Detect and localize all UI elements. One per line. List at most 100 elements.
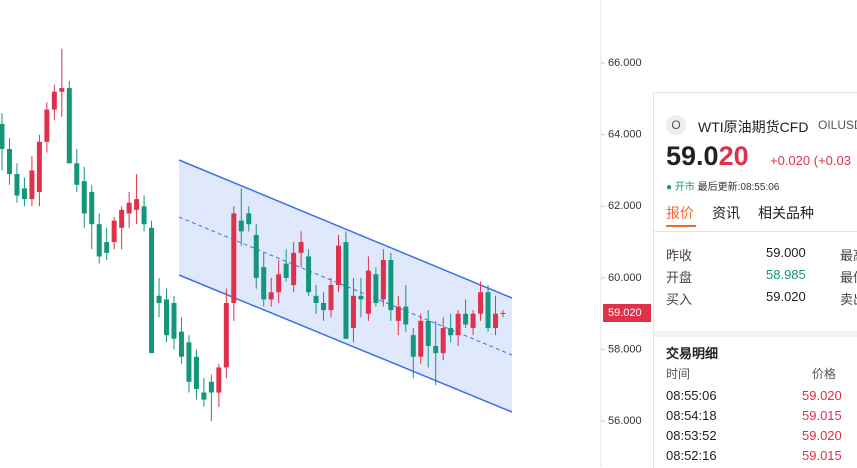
status-open: ● 开市 <box>666 182 695 193</box>
candle-body <box>358 295 364 300</box>
candle-body <box>193 356 199 389</box>
candle-body <box>66 88 72 164</box>
candle-body <box>208 381 214 393</box>
candle-body <box>96 224 102 257</box>
trades-header: 价格 <box>812 367 837 381</box>
candle-body <box>328 285 334 311</box>
candle-body <box>59 88 65 92</box>
trades-header: 时间 <box>666 367 691 381</box>
tab[interactable]: 相关品种 <box>758 205 814 221</box>
candle-body <box>493 313 499 329</box>
candle-body <box>433 345 439 354</box>
y-tick-label: 66.000 <box>608 57 642 69</box>
candle-body <box>418 320 424 357</box>
tab[interactable]: 资讯 <box>712 205 740 221</box>
candle-body <box>403 306 409 325</box>
candle-body <box>223 302 229 368</box>
trade-time: 08:53:52 <box>666 428 717 443</box>
trade-price: 59.020 <box>802 428 842 443</box>
candle-body <box>0 123 5 149</box>
candle-body <box>6 148 12 175</box>
quote-value: 59.020 <box>766 289 806 304</box>
y-tick-label: 56.000 <box>608 415 642 427</box>
candle-body <box>268 292 274 300</box>
candle-body <box>156 295 162 303</box>
price-highlight: 20 <box>718 141 749 171</box>
candle-body <box>283 263 289 278</box>
price-change: +0.020 (+0.03 <box>770 153 851 168</box>
candle-body <box>14 174 20 196</box>
symbol-code: OILUSD <box>818 118 857 132</box>
candle-body <box>141 206 147 225</box>
candle-body <box>36 141 42 192</box>
candle-body <box>395 306 401 321</box>
y-tick-label: 62.000 <box>608 200 642 212</box>
quote-panel: O WTI原油期货CFD OILUSD 59.020 +0.020 (+0.03… <box>653 92 857 468</box>
candle-body <box>440 328 446 354</box>
change-pct: (+0.03 <box>813 153 851 168</box>
status: ● 开市 最后更新:08:55:06 <box>666 178 779 193</box>
quote-label: 最低 <box>840 270 857 285</box>
trade-time: 08:55:06 <box>666 388 717 403</box>
candle-body <box>44 109 50 142</box>
y-tick-label: 60.000 <box>608 272 642 284</box>
candle-body <box>171 302 177 339</box>
candle-body <box>29 170 35 200</box>
y-tick-label: 64.000 <box>608 129 642 141</box>
candle-body <box>201 392 207 400</box>
candle-body <box>298 242 304 253</box>
quote-label: 最高 <box>840 248 857 263</box>
candle-body <box>388 260 394 311</box>
candle-body <box>51 91 57 110</box>
divider <box>654 231 857 232</box>
trades-title: 交易明细 <box>666 346 719 361</box>
chart: 56.000 58.000 60.000 62.000 64.000 66.000 59.0… <box>0 0 651 467</box>
channel-upper <box>178 159 513 299</box>
trade-price: 59.015 <box>802 448 842 463</box>
price: 59.020 <box>666 141 749 172</box>
tab-underline <box>666 225 696 227</box>
quote-label: 昨收 <box>666 248 693 263</box>
symbol-name: WTI原油期货CFD <box>698 119 809 135</box>
candle-body <box>89 191 95 225</box>
candle-body <box>238 220 244 232</box>
candle-body <box>500 313 506 315</box>
last-price-label: 59.020 <box>608 307 642 319</box>
candle-body <box>253 234 259 278</box>
candle-body <box>21 188 27 200</box>
candle-body <box>380 260 386 300</box>
candle-body <box>485 292 491 329</box>
candle-body <box>291 252 297 286</box>
candle-body <box>81 181 87 214</box>
candle-body <box>119 209 125 228</box>
y-tick-label: 58.000 <box>608 343 642 355</box>
candle-body <box>470 313 476 329</box>
trade-price: 59.015 <box>802 408 842 423</box>
candle-body <box>246 213 252 225</box>
candle-body <box>313 295 319 303</box>
symbol-icon: O <box>666 115 686 135</box>
change: +0.020 <box>770 153 811 168</box>
candle-body <box>365 270 371 314</box>
quote-value: 58.985 <box>766 267 806 282</box>
quote-value: 59.000 <box>766 245 806 260</box>
trade-price: 59.020 <box>802 388 842 403</box>
quote-label: 卖出 <box>840 292 857 307</box>
candle-body <box>373 274 379 303</box>
price-main: 59.0 <box>666 141 719 171</box>
candle-body <box>111 220 117 243</box>
candle-body <box>343 242 349 339</box>
candle-body <box>126 202 132 214</box>
quote-label: 买入 <box>666 292 693 307</box>
candle-body <box>478 292 484 314</box>
candle-body <box>306 256 312 293</box>
candle-body <box>425 320 431 346</box>
updated: 最后更新:08:55:06 <box>697 182 780 193</box>
candle-body <box>261 267 267 300</box>
candle-body <box>104 242 110 253</box>
candle-body <box>463 313 469 325</box>
trade-time: 08:52:16 <box>666 448 717 463</box>
candle-body <box>164 299 170 336</box>
tab[interactable]: 报价 <box>666 205 694 221</box>
